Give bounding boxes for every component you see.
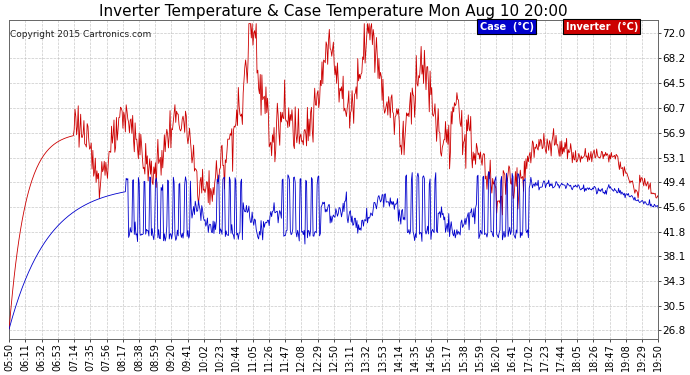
Text: Case  (°C): Case (°C) — [480, 22, 534, 32]
Text: Inverter  (°C): Inverter (°C) — [566, 22, 638, 32]
Title: Inverter Temperature & Case Temperature Mon Aug 10 20:00: Inverter Temperature & Case Temperature … — [99, 4, 568, 19]
Text: Copyright 2015 Cartronics.com: Copyright 2015 Cartronics.com — [10, 30, 152, 39]
